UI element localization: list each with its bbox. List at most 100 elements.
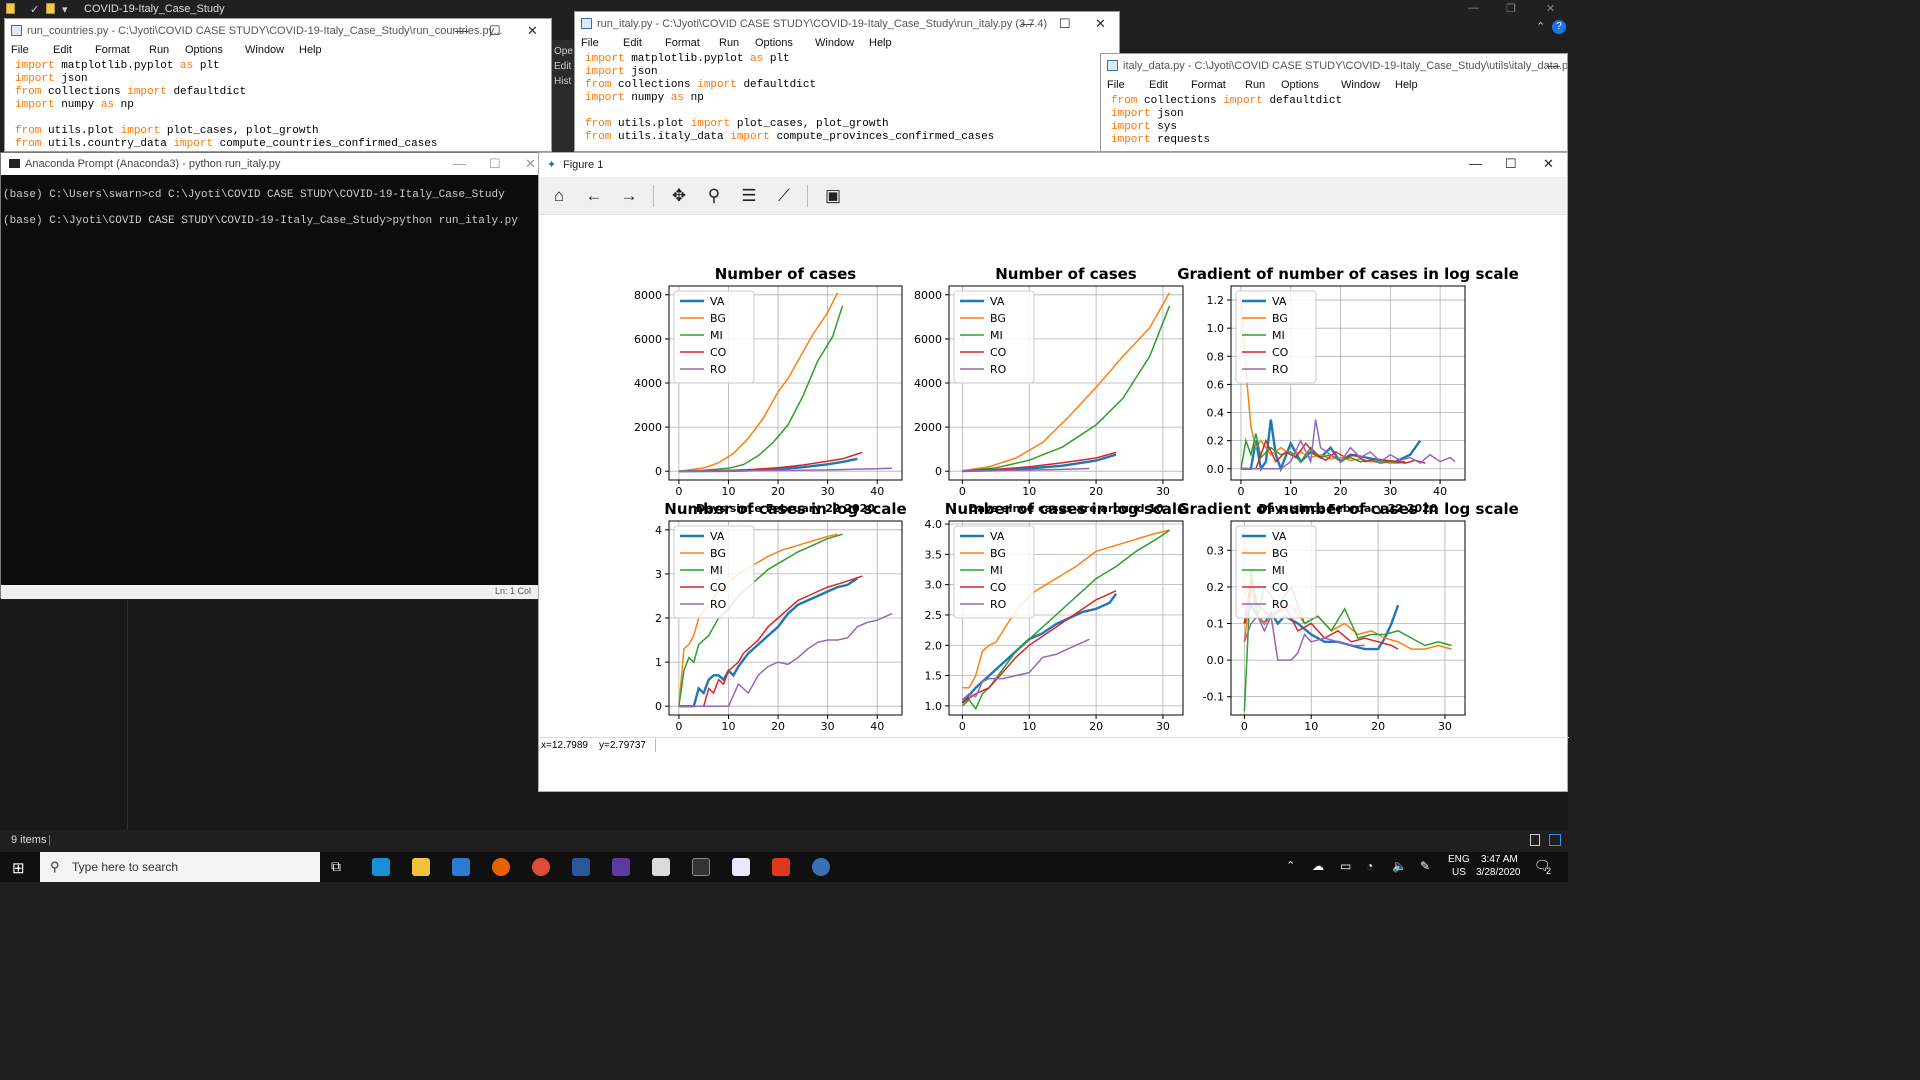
menu-item-help[interactable]: Help (1395, 79, 1418, 91)
tick-label-x: 20 (1089, 485, 1103, 498)
clock-time[interactable]: 3:47 AM (1481, 854, 1518, 865)
lang-secondary[interactable]: US (1452, 867, 1466, 878)
menu-item-edit[interactable]: Edit (1149, 79, 1168, 91)
pan-icon[interactable]: ✥ (671, 186, 687, 205)
onedrive-icon[interactable]: ☁ (1312, 859, 1324, 873)
menu-item-window[interactable]: Window (815, 37, 855, 49)
forward-icon[interactable]: → (620, 186, 638, 205)
maximize-icon[interactable]: ☐ (489, 156, 501, 171)
zoom-icon[interactable]: ⚲ (707, 186, 721, 205)
battery-icon[interactable]: ▭ (1340, 859, 1352, 873)
edge-icon[interactable] (372, 858, 390, 876)
taskbar-search[interactable]: ⚲ Type here to search (40, 852, 320, 882)
windows-start-icon[interactable]: ⊞ (12, 860, 25, 877)
menu-item-file[interactable]: File (11, 44, 29, 56)
close-icon[interactable]: ✕ (525, 156, 536, 171)
minimize-icon[interactable]: — (1021, 16, 1034, 31)
menu-item-format[interactable]: Format (1191, 79, 1226, 91)
wifi-icon[interactable]: ◔ (1366, 859, 1374, 873)
title-bar[interactable]: Anaconda Prompt (Anaconda3) - python run… (1, 153, 539, 175)
window-figure[interactable]: ✦ Figure 1 — ☐ ✕ ⌂ ← → ✥ ⚲ ☰ ⟋ ▣ 0 10 20 30… (538, 152, 1569, 792)
minimize-icon[interactable]: — (455, 23, 468, 38)
chevron-up-icon[interactable]: ⌃ (1536, 21, 1546, 33)
legend-label: BG (1272, 547, 1288, 560)
minimize-icon[interactable]: — (453, 156, 466, 171)
tick-label-y: 2000 (634, 421, 662, 434)
menu-item-options[interactable]: Options (185, 44, 223, 56)
save-icon[interactable]: ▣ (824, 186, 842, 205)
chrome-icon[interactable] (532, 858, 550, 876)
close-icon[interactable]: ✕ (1543, 156, 1554, 171)
menu-item-help[interactable]: Help (869, 37, 892, 49)
code-editor[interactable]: import matplotlib.pyplot as plt import js… (5, 59, 551, 152)
menu-item-format[interactable]: Format (95, 44, 130, 56)
close-icon[interactable]: ✕ (1095, 16, 1106, 31)
task-view-icon[interactable]: ⧉ (331, 858, 341, 874)
menu-item-file[interactable]: File (1107, 79, 1125, 91)
chevron-up-icon[interactable]: ⌃ (1286, 860, 1296, 872)
code-editor[interactable]: from collections import defaultdict impor… (1101, 94, 1567, 148)
window-anaconda-prompt[interactable]: Anaconda Prompt (Anaconda3) - python run… (0, 152, 541, 599)
new-folder-icon[interactable] (46, 3, 55, 17)
code-editor[interactable]: import matplotlib.pyplot as plt import js… (575, 52, 1119, 145)
quick-access-icon[interactable]: ✓ (30, 4, 40, 16)
notepad-icon[interactable] (652, 858, 670, 876)
window-run-italy[interactable]: run_italy.py - C:\Jyoti\COVID CASE STUDY… (574, 11, 1120, 152)
menu-item-options[interactable]: Options (1281, 79, 1319, 91)
minimize-icon[interactable]: — (1547, 58, 1560, 73)
anaconda-icon[interactable] (612, 858, 630, 876)
python-icon[interactable] (812, 858, 830, 876)
title-bar[interactable]: run_italy.py - C:\Jyoti\COVID CASE STUDY… (575, 12, 1119, 36)
pen-icon[interactable]: ✎ (1420, 859, 1431, 873)
maximize-icon[interactable]: ☐ (1059, 16, 1071, 31)
subplots-config-icon[interactable]: ☰ (741, 186, 757, 205)
menu-item-format[interactable]: Format (665, 37, 700, 49)
back-icon[interactable]: ← (585, 186, 603, 205)
word-icon[interactable] (572, 858, 590, 876)
window-italy-data[interactable]: italy_data.py - C:\Jyoti\COVID CASE STUD… (1100, 53, 1568, 152)
minimize-icon[interactable]: — (1468, 2, 1479, 14)
idle-icon[interactable] (732, 858, 750, 876)
menu-item-options[interactable]: Options (755, 37, 793, 49)
tick-label-x: 30 (1156, 720, 1170, 733)
edit-axis-icon[interactable]: ⟋ (778, 186, 790, 205)
maximize-icon[interactable]: ☐ (489, 23, 501, 38)
maximize-icon[interactable]: ❐ (1506, 3, 1516, 15)
menu-item-window[interactable]: Window (245, 44, 285, 56)
home-icon[interactable]: ⌂ (553, 186, 565, 205)
menu-item-help[interactable]: Help (299, 44, 322, 56)
code-line: import matplotlib.pyplot as plt (15, 60, 541, 73)
help-icon[interactable]: ? (1552, 20, 1566, 34)
title-bar[interactable]: italy_data.py - C:\Jyoti\COVID CASE STUD… (1101, 54, 1567, 78)
clock-date[interactable]: 3/28/2020 (1476, 867, 1521, 878)
notification-icon[interactable]: 🗨 (1534, 858, 1551, 873)
file-explorer-icon[interactable] (412, 858, 430, 876)
volume-icon[interactable]: 🔈 (1392, 859, 1407, 873)
terminal-app-icon[interactable] (692, 858, 710, 876)
details-view-icon[interactable] (1530, 834, 1540, 846)
chevron-down-icon[interactable]: ▾ (62, 4, 68, 16)
close-icon[interactable]: ✕ (1546, 3, 1556, 15)
maximize-icon[interactable]: ☐ (1505, 156, 1517, 171)
lang-primary[interactable]: ENG (1448, 854, 1470, 865)
menu-item-run[interactable]: Run (149, 44, 170, 56)
title-bar[interactable]: ✦ Figure 1 — ☐ ✕ (539, 153, 1567, 177)
menu-item-edit[interactable]: Edit (53, 44, 72, 56)
search-placeholder: Type here to search (72, 860, 179, 874)
matlab-icon[interactable] (772, 858, 790, 876)
mail-icon[interactable] (452, 858, 470, 876)
menu-item-run[interactable]: Run (719, 37, 740, 49)
firefox-icon[interactable] (492, 858, 510, 876)
thumbnails-view-icon[interactable] (1549, 834, 1561, 846)
menu-item-file[interactable]: File (581, 37, 599, 49)
minimize-icon[interactable]: — (1469, 156, 1482, 171)
tick-label-y: 6000 (914, 333, 942, 346)
menu-item-run[interactable]: Run (1245, 79, 1266, 91)
menu-item-window[interactable]: Window (1341, 79, 1381, 91)
close-icon[interactable]: ✕ (527, 23, 538, 38)
title-bar[interactable]: run_countries.py - C:\Jyoti\COVID CASE S… (5, 19, 551, 43)
tick-label-y: 3 (655, 568, 662, 581)
menu-item-edit[interactable]: Edit (623, 37, 642, 49)
window-run-countries[interactable]: run_countries.py - C:\Jyoti\COVID CASE S… (4, 18, 552, 152)
